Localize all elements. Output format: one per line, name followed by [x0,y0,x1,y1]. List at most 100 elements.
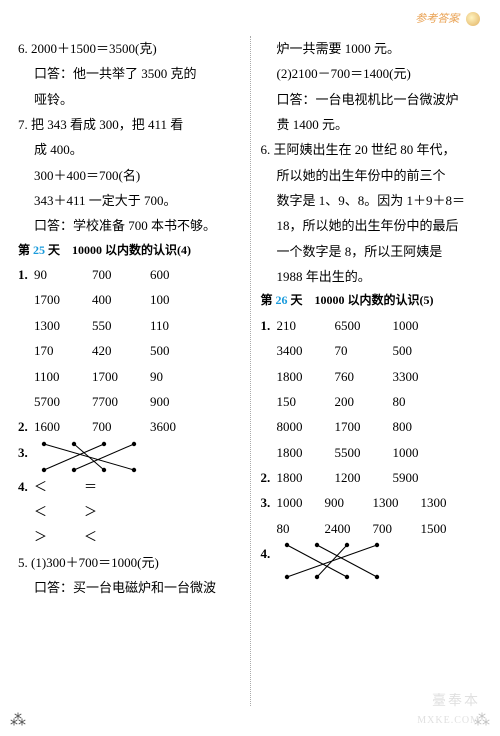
table1-row: 1. 210 6500 1000 [261,313,483,338]
header: 参考答案 [415,10,480,26]
watermark: MXKE.COM [417,715,480,726]
cell: 500 [150,338,208,363]
table1-row: 1. 90 700 600 [18,262,240,287]
cell: 1100 [34,364,92,389]
cell: 5900 [393,465,451,490]
cell: ＝ [84,474,134,499]
table3-row: 80 2400 700 1500 [261,516,483,541]
q4-row: ＜ ＞ [18,499,240,524]
cont-text: 炉一共需要 1000 元。 [261,36,483,61]
cont-text: 贵 1400 元。 [261,112,483,137]
cell: ＞ [84,499,134,524]
cell: 500 [393,338,451,363]
day26-title: 第 26 天 10000 以内数的认识(5) [261,289,483,312]
cell: 2400 [325,516,373,541]
cont-text: (2)2100－700＝1400(元) [261,61,483,86]
table1-row: 1100170090 [18,364,240,389]
table1-row: 170420500 [18,338,240,363]
cell: 1200 [335,465,393,490]
content: 6. 2000＋1500＝3500(克) 口答：他一共举了 3500 克的 哑铃… [18,36,482,706]
matching-diagram [34,440,154,474]
cell: 1700 [34,287,92,312]
table3-row: 3. 1000 900 1300 1300 [261,490,483,515]
book-icon [466,12,480,26]
q6-text: 哑铃。 [18,87,240,112]
q4-row: 4. ＜ ＝ [18,474,240,499]
q5-text: 口答：买一台电磁炉和一台微波 [18,575,240,600]
cell: 1300 [421,490,469,515]
cell: 1700 [335,414,393,439]
q4-wrap: 4. [261,541,483,581]
cell: ＜ [34,474,84,499]
cell: 80 [277,516,325,541]
table1-row: 340070500 [261,338,483,363]
cell: 80 [393,389,451,414]
q5-text: 5. (1)300＋700＝1000(元) [18,550,240,575]
cell: 1800 [277,440,335,465]
cell: 700 [92,262,150,287]
cell: 1800 [277,364,335,389]
cell: 70 [335,338,393,363]
cell: ＜ [84,524,134,549]
cell: 1000 [277,490,325,515]
table1-row: 1700400100 [18,287,240,312]
cell: 200 [335,389,393,414]
table1-row: 80001700800 [261,414,483,439]
q6-text: 18，所以她的出生年份中的最后 [261,213,483,238]
cell: 6500 [335,313,393,338]
q4-label: 4. [18,474,34,499]
q6-text: 6. 2000＋1500＝3500(克) [18,36,240,61]
cell: 600 [150,262,208,287]
cell: ＜ [34,499,84,524]
matching-diagram [277,541,397,581]
cell: 1000 [393,313,451,338]
q6-text: 6. 王阿姨出生在 20 世纪 80 年代， [261,137,483,162]
q6-text: 口答：他一共举了 3500 克的 [18,61,240,86]
q7-text: 300＋400＝700(名) [18,163,240,188]
cell: 8000 [277,414,335,439]
cell: 550 [92,313,150,338]
cell: 100 [150,287,208,312]
cell: 90 [150,364,208,389]
q6-text: 一个数字是 8，所以王阿姨是 [261,239,483,264]
day-prefix: 第 [261,293,276,307]
day-suffix: 天 10000 以内数的认识(4) [45,243,191,257]
q3-label: 3. [18,440,34,465]
cell: 3600 [150,414,208,439]
cell: ＞ [34,524,84,549]
q3-wrap: 3. [18,440,240,474]
cell: 170 [34,338,92,363]
cont-text: 口答：一台电视机比一台微波炉 [261,87,483,112]
cell: 1800 [277,465,335,490]
table2-row: 2. 1800 1200 5900 [261,465,483,490]
cell: 700 [92,414,150,439]
q4-label: 4. [261,541,277,566]
table1-row: 1300550110 [18,313,240,338]
cell: 420 [92,338,150,363]
day-number: 26 [276,293,288,307]
q2-label: 2. [261,465,277,490]
cell: 1500 [421,516,469,541]
q6-text: 所以她的出生年份中的前三个 [261,163,483,188]
q2-label: 2. [18,414,34,439]
header-title: 参考答案 [415,13,459,25]
day-prefix: 第 [18,243,33,257]
cell: 5700 [34,389,92,414]
q7-text: 7. 把 343 看成 300，把 411 看 [18,112,240,137]
q6-text: 数字是 1、9、8。因为 1＋9＋8＝ [261,188,483,213]
q7-text: 343＋411 一定大于 700。 [18,188,240,213]
cell: 1300 [34,313,92,338]
table1-row: 57007700900 [18,389,240,414]
day-suffix: 天 10000 以内数的认识(5) [288,293,434,307]
cell: 1000 [393,440,451,465]
cell: 7700 [92,389,150,414]
table1-row: 180055001000 [261,440,483,465]
watermark: 臺奉本 [432,690,480,710]
day25-title: 第 25 天 10000 以内数的认识(4) [18,239,240,262]
cell: 1600 [34,414,92,439]
cell: 1300 [373,490,421,515]
cell: 800 [393,414,451,439]
cell: 210 [277,313,335,338]
cell: 5500 [335,440,393,465]
cell: 90 [34,262,92,287]
